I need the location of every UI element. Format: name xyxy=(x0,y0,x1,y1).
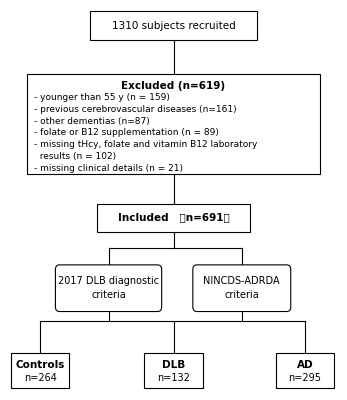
Text: Included   （n=691）: Included （n=691） xyxy=(118,213,229,223)
FancyBboxPatch shape xyxy=(276,353,334,388)
Text: - younger than 55 y (n = 159): - younger than 55 y (n = 159) xyxy=(34,93,170,102)
Text: - missing clinical details (n = 21): - missing clinical details (n = 21) xyxy=(34,164,183,173)
Text: - folate or B12 supplementation (n = 89): - folate or B12 supplementation (n = 89) xyxy=(34,128,219,138)
Text: - missing tHcy, folate and vitamin B12 laboratory: - missing tHcy, folate and vitamin B12 l… xyxy=(34,140,257,149)
FancyBboxPatch shape xyxy=(193,265,291,312)
Text: 1310 subjects recruited: 1310 subjects recruited xyxy=(112,20,235,30)
FancyBboxPatch shape xyxy=(11,353,69,388)
Text: n=264: n=264 xyxy=(24,372,57,382)
FancyBboxPatch shape xyxy=(90,12,257,40)
Text: Excluded (n=619): Excluded (n=619) xyxy=(121,82,226,92)
FancyBboxPatch shape xyxy=(144,353,203,388)
FancyBboxPatch shape xyxy=(97,204,250,232)
Text: AD: AD xyxy=(297,360,313,370)
Text: n=295: n=295 xyxy=(289,372,322,382)
Text: 2017 DLB diagnostic
criteria: 2017 DLB diagnostic criteria xyxy=(58,276,159,300)
Text: results (n = 102): results (n = 102) xyxy=(34,152,116,161)
Text: - previous cerebrovascular diseases (n=161): - previous cerebrovascular diseases (n=1… xyxy=(34,105,237,114)
Text: n=132: n=132 xyxy=(157,372,190,382)
Text: NINCDS-ADRDA
criteria: NINCDS-ADRDA criteria xyxy=(203,276,280,300)
FancyBboxPatch shape xyxy=(56,265,162,312)
FancyBboxPatch shape xyxy=(27,74,320,174)
Text: DLB: DLB xyxy=(162,360,185,370)
Text: Controls: Controls xyxy=(16,360,65,370)
Text: - other dementias (n=87): - other dementias (n=87) xyxy=(34,117,150,126)
